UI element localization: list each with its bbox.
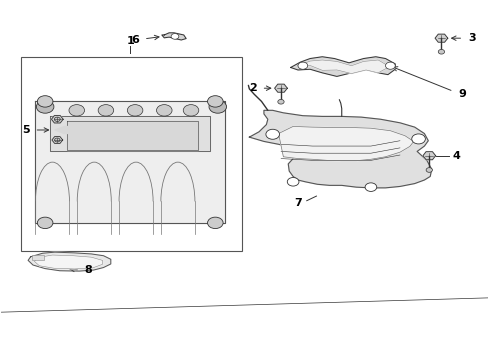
Circle shape [54, 117, 60, 121]
Polygon shape [422, 152, 435, 160]
Polygon shape [28, 252, 111, 271]
Polygon shape [434, 34, 447, 42]
Text: 2: 2 [249, 83, 257, 93]
Circle shape [37, 217, 53, 229]
Polygon shape [162, 33, 186, 40]
Text: 3: 3 [468, 33, 475, 43]
Circle shape [36, 100, 54, 113]
Circle shape [437, 49, 444, 54]
Circle shape [277, 99, 284, 104]
Polygon shape [34, 255, 102, 269]
Circle shape [365, 183, 376, 192]
Bar [32, 255, 44, 260]
Circle shape [265, 129, 279, 139]
Circle shape [55, 138, 60, 142]
Bar [21, 57, 242, 251]
Circle shape [207, 96, 223, 107]
Polygon shape [52, 136, 62, 143]
Circle shape [385, 62, 394, 69]
Text: 9: 9 [457, 89, 465, 99]
Polygon shape [50, 116, 210, 152]
Polygon shape [278, 126, 413, 161]
Circle shape [156, 105, 172, 116]
Circle shape [207, 217, 223, 229]
Circle shape [208, 100, 226, 113]
Circle shape [69, 105, 84, 116]
Circle shape [425, 168, 431, 172]
Circle shape [98, 105, 114, 116]
Polygon shape [55, 126, 94, 134]
Text: 7: 7 [293, 198, 301, 208]
Polygon shape [67, 121, 198, 150]
Text: 1: 1 [126, 36, 134, 46]
Circle shape [287, 177, 298, 186]
Text: 8: 8 [84, 265, 92, 275]
Polygon shape [274, 84, 287, 92]
Polygon shape [297, 60, 387, 73]
Polygon shape [35, 102, 224, 223]
Circle shape [127, 105, 142, 116]
Text: 5: 5 [22, 125, 29, 135]
Text: 6: 6 [131, 35, 139, 45]
Circle shape [297, 62, 307, 69]
Polygon shape [290, 57, 394, 76]
Polygon shape [51, 116, 63, 123]
Circle shape [183, 105, 199, 116]
Circle shape [37, 96, 53, 107]
Text: 4: 4 [452, 151, 460, 161]
Polygon shape [249, 111, 431, 188]
Circle shape [171, 33, 179, 39]
Circle shape [411, 134, 425, 144]
